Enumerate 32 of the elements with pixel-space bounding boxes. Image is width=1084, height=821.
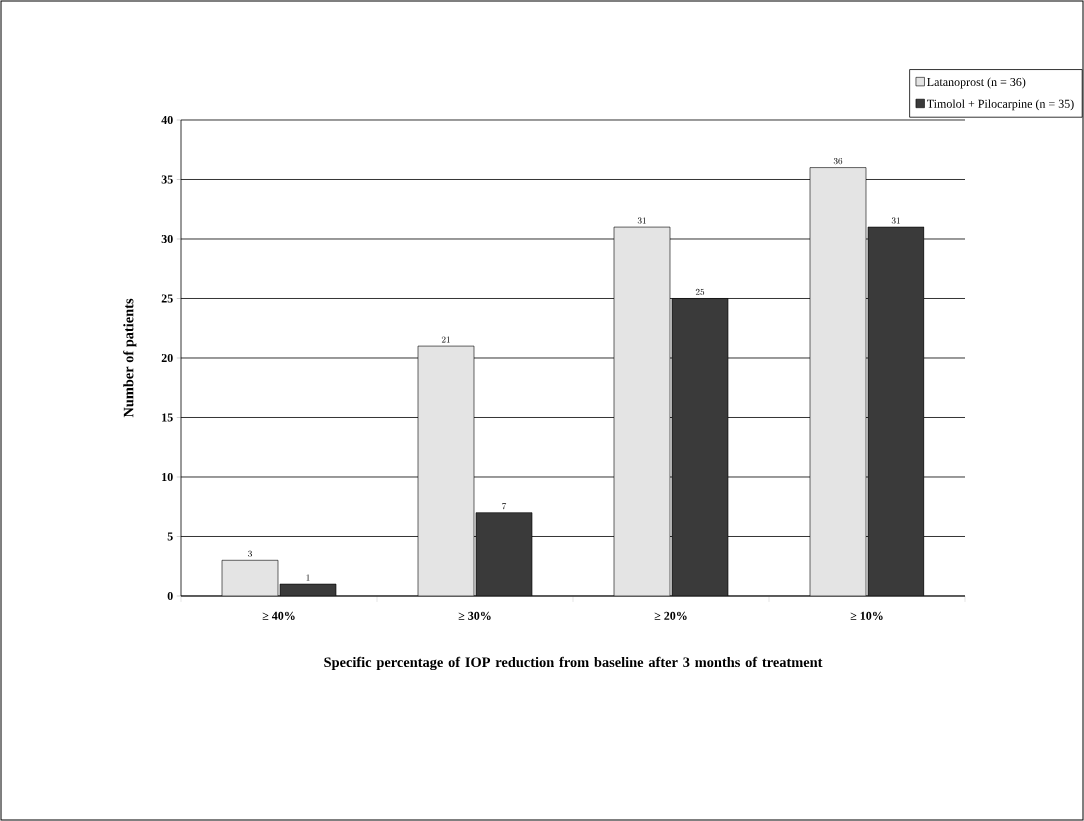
data-label: 3 (248, 550, 252, 557)
y-tick-label: 40 (161, 115, 173, 125)
y-tick-label: 30 (161, 234, 173, 244)
x-axis-title: Specific percentage of IOP reduction from baseline after 3 months of treatment (324, 656, 823, 671)
x-tick-label: ≥ 40% (262, 611, 295, 620)
y-tick-label: 35 (161, 175, 173, 184)
legend-label: Latanoprost (n = 36) (927, 77, 1026, 89)
bar (417, 345, 475, 596)
data-label: 25 (695, 288, 705, 296)
y-tick-label: 15 (162, 413, 173, 422)
y-tick-label: 10 (162, 472, 173, 482)
y-tick-label: 25 (161, 294, 173, 303)
y-axis-title: Number of patients (123, 298, 137, 418)
data-label: 7 (502, 502, 507, 510)
bar (613, 226, 671, 596)
y-tick-label: 0 (167, 591, 173, 601)
data-label: 31 (637, 217, 646, 224)
data-label: 36 (833, 157, 843, 165)
bar (475, 512, 533, 596)
y-tick-label: 5 (167, 532, 173, 541)
data-label: 31 (891, 217, 900, 224)
y-tick-label: 20 (161, 353, 173, 363)
data-label: 21 (441, 336, 450, 343)
x-tick-label: ≥ 30% (458, 611, 491, 620)
bar (221, 559, 279, 596)
bar (671, 298, 729, 596)
data-label: 1 (306, 574, 310, 581)
legend-label: Timolol + Pilocarpine (n = 35) (926, 99, 1074, 111)
bar (809, 167, 867, 596)
x-tick-label: ≥ 10% (850, 611, 883, 620)
bar (867, 226, 925, 596)
x-tick-label: ≥ 20% (654, 611, 687, 620)
